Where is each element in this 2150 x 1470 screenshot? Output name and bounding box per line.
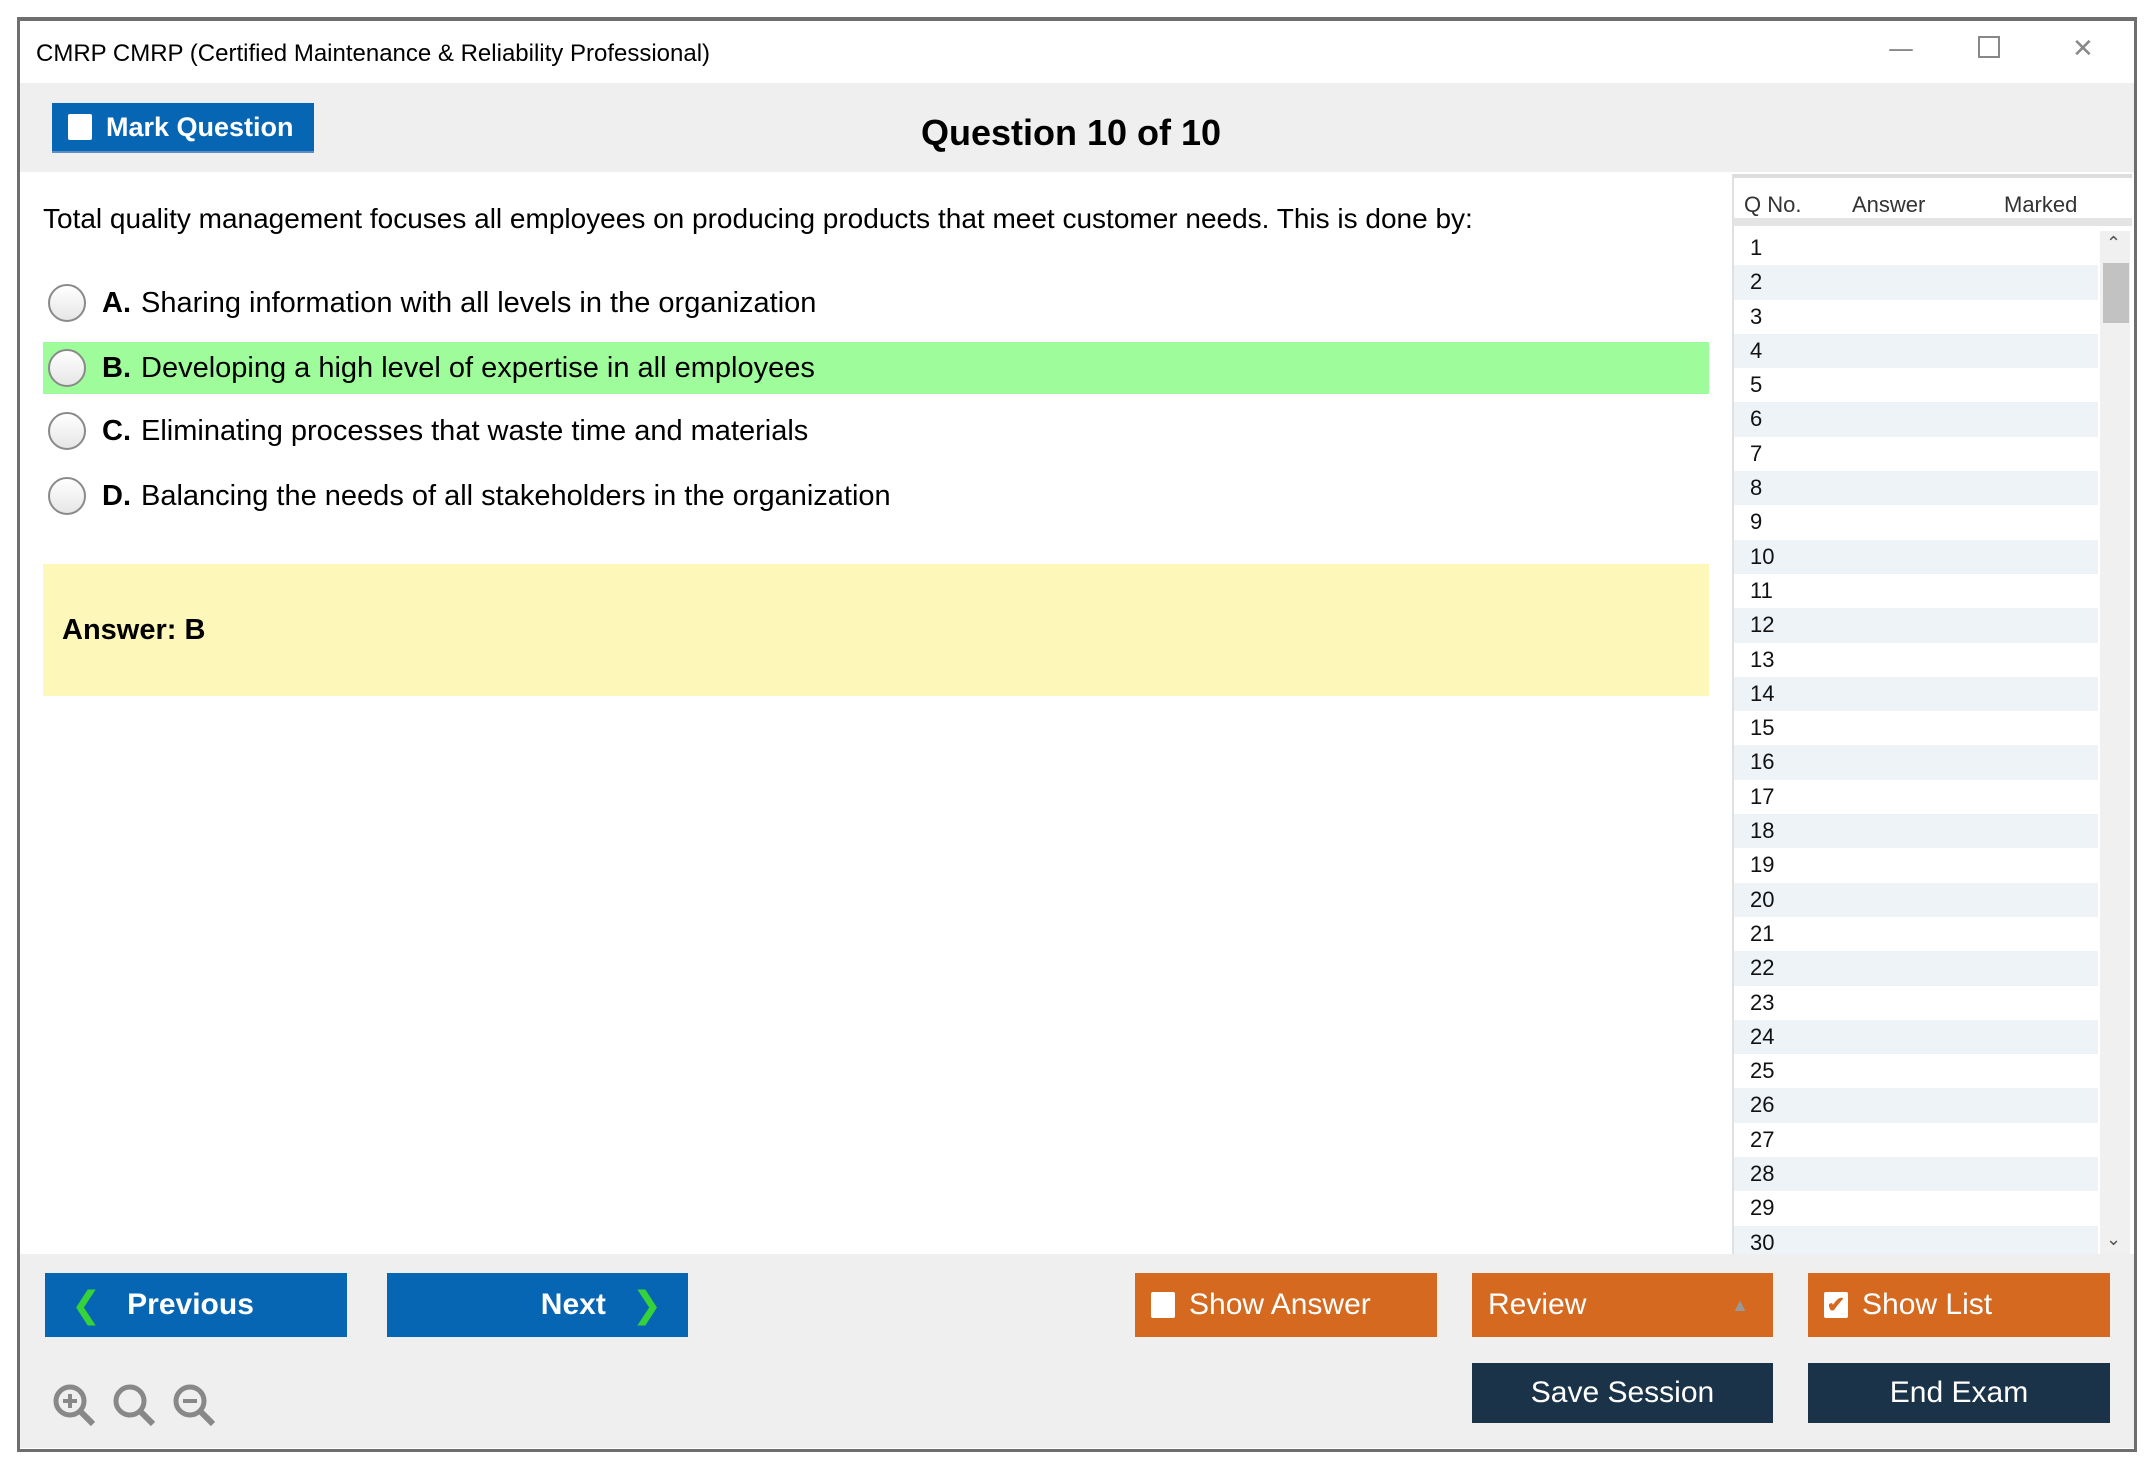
minimize-icon[interactable]: — <box>1888 34 1914 64</box>
list-rows: 1 2 3 4 5 6 7 8 9 10 11 12 13 14 15 16 17 18 19 20 21 22 23 24 2… <box>1734 231 2098 1260</box>
checkbox-checked-icon[interactable]: ✔ <box>1824 1292 1848 1318</box>
maximize-icon[interactable] <box>1978 36 2000 58</box>
next-button[interactable]: Next ❯ <box>387 1273 688 1337</box>
list-row[interactable]: 22 <box>1734 951 2098 986</box>
window-title: CMRP CMRP (Certified Maintenance & Relia… <box>36 40 711 67</box>
show-answer-label: Show Answer <box>1189 1288 1371 1321</box>
list-row[interactable]: 2 <box>1734 265 2098 300</box>
list-row[interactable]: 20 <box>1734 882 2098 917</box>
review-label: Review <box>1488 1288 1587 1321</box>
chevron-right-icon: ❯ <box>631 1284 662 1326</box>
list-row[interactable]: 8 <box>1734 471 2098 506</box>
next-label: Next <box>540 1288 606 1321</box>
mark-question-button[interactable]: Mark Question <box>52 103 314 153</box>
answer-box: Answer: B <box>43 564 1709 696</box>
list-row[interactable]: 19 <box>1750 852 1775 878</box>
option-text: Eliminating processes that waste time an… <box>141 414 809 447</box>
list-row[interactable]: 17 <box>1750 783 1775 809</box>
review-dropdown[interactable]: Review ▲ <box>1472 1273 1773 1337</box>
list-row[interactable]: 25 <box>1750 1058 1775 1084</box>
option-a[interactable]: A. Sharing information with all levels in… <box>43 277 1709 329</box>
list-row[interactable]: 5 <box>1750 372 1763 398</box>
header-qno[interactable]: Q No. <box>1744 192 1802 217</box>
option-letter: C. <box>102 414 131 447</box>
save-session-button[interactable]: Save Session <box>1472 1363 1773 1423</box>
caret-up-icon: ▲ <box>1731 1294 1749 1315</box>
list-row[interactable]: 1 <box>1750 235 1763 260</box>
radio-button[interactable] <box>48 412 86 450</box>
option-letter: D. <box>102 479 131 512</box>
list-row[interactable]: 27 <box>1750 1126 1775 1152</box>
list-row[interactable]: 23 <box>1750 989 1775 1015</box>
zoom-in-icon[interactable] <box>51 1382 97 1428</box>
list-header: Q No. Answer Marked <box>1734 174 2132 226</box>
list-row[interactable]: 7 <box>1750 440 1763 466</box>
option-text: Balancing the needs of all stakeholders … <box>141 479 891 512</box>
list-row[interactable]: 3 <box>1750 303 1763 329</box>
previous-label: Previous <box>127 1288 254 1321</box>
end-exam-button[interactable]: End Exam <box>1808 1363 2110 1423</box>
checkbox-icon[interactable] <box>68 114 92 140</box>
radio-button[interactable] <box>48 284 86 322</box>
option-text: Developing a high level of expertise in … <box>141 351 815 384</box>
option-text: Sharing information with all levels in t… <box>141 286 817 319</box>
show-list-button[interactable]: ✔ Show List <box>1808 1273 2110 1337</box>
option-letter: B. <box>102 351 131 384</box>
list-row[interactable]: 14 <box>1734 676 2098 712</box>
question-list: Q No. Answer Marked 1 2 3 4 5 6 7 8 9 10 11 12 13 14 1… <box>1732 174 2132 1260</box>
checkbox-icon[interactable] <box>1151 1292 1175 1318</box>
scrollbar[interactable]: ⌃ ⌄ <box>2100 231 2130 1254</box>
list-row[interactable]: 16 <box>1734 745 2098 780</box>
scroll-down-icon[interactable]: ⌄ <box>2106 1229 2122 1249</box>
option-letter: A. <box>102 286 131 319</box>
list-row[interactable]: 6 <box>1734 402 2098 437</box>
list-row[interactable]: 10 <box>1734 539 2098 574</box>
mark-question-label: Mark Question <box>106 111 294 142</box>
list-row[interactable]: 26 <box>1734 1088 2098 1123</box>
scroll-up-icon[interactable]: ⌃ <box>2106 233 2122 253</box>
list-row[interactable]: 28 <box>1734 1157 2098 1192</box>
list-row[interactable]: 9 <box>1750 509 1763 535</box>
title-bar <box>20 21 2134 83</box>
toolbar <box>20 83 2134 172</box>
zoom-reset-icon[interactable] <box>111 1382 157 1428</box>
list-row[interactable]: 15 <box>1750 715 1775 741</box>
header-answer[interactable]: Answer <box>1852 192 1926 217</box>
option-d[interactable]: D. Balancing the needs of all stakeholder… <box>43 470 1709 522</box>
scrollbar-thumb[interactable] <box>2103 263 2129 323</box>
question-title: Question 10 of 10 <box>920 112 1222 153</box>
show-list-label: Show List <box>1862 1288 1993 1321</box>
list-row[interactable]: 13 <box>1750 646 1775 672</box>
option-c[interactable]: C. Eliminating processes that waste time … <box>43 405 1709 457</box>
previous-button[interactable]: ❮ Previous <box>45 1273 347 1337</box>
list-row[interactable]: 4 <box>1734 333 2098 369</box>
chevron-left-icon: ❮ <box>71 1284 102 1326</box>
list-row[interactable]: 24 <box>1734 1019 2098 1055</box>
list-row[interactable]: 21 <box>1750 920 1775 946</box>
option-b[interactable]: B. Developing a high level of expertise i… <box>43 342 1709 394</box>
list-row[interactable]: 18 <box>1734 814 2098 849</box>
close-icon[interactable]: ✕ <box>2072 34 2094 64</box>
footer <box>20 1254 2134 1448</box>
zoom-out-icon[interactable] <box>171 1382 217 1428</box>
show-answer-button[interactable]: Show Answer <box>1135 1273 1437 1337</box>
list-row[interactable]: 29 <box>1750 1195 1775 1221</box>
radio-button[interactable] <box>48 477 86 515</box>
list-row[interactable]: 12 <box>1734 608 2098 643</box>
header-marked[interactable]: Marked <box>2004 192 2078 217</box>
end-exam-label: End Exam <box>1889 1376 2029 1409</box>
radio-button[interactable] <box>48 349 86 387</box>
question-text: Total quality management focuses all emp… <box>43 203 1473 234</box>
save-session-label: Save Session <box>1530 1376 1715 1409</box>
list-row[interactable]: 11 <box>1750 577 1773 603</box>
